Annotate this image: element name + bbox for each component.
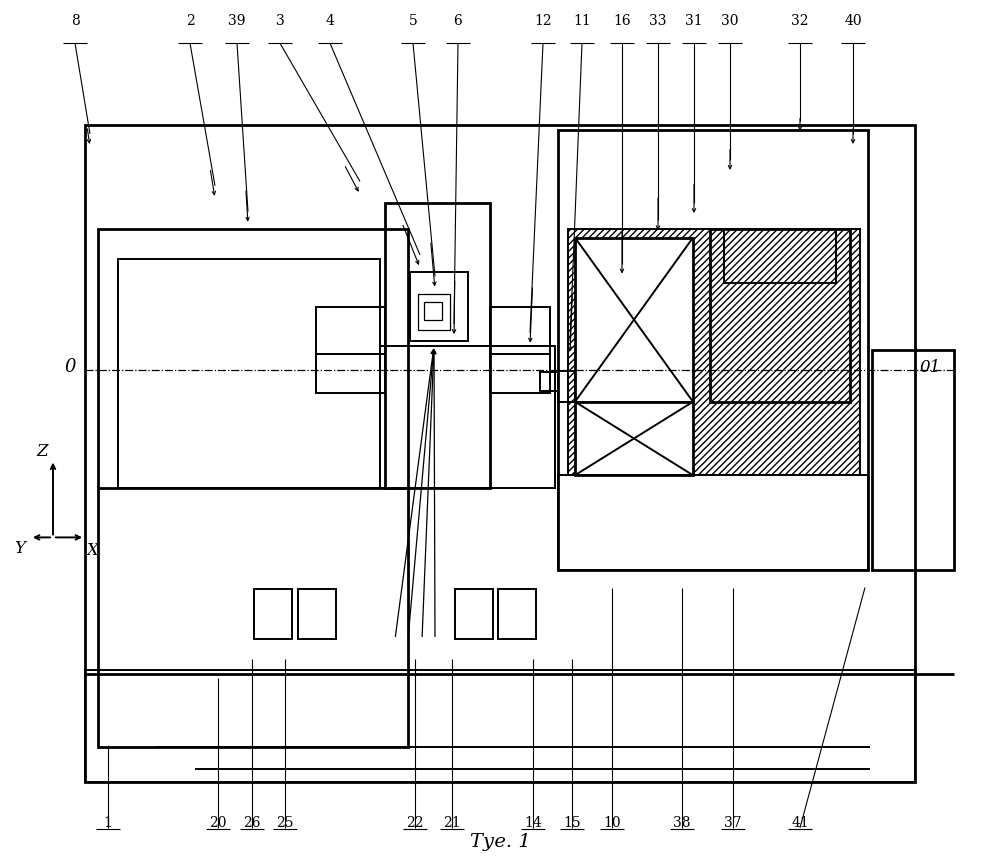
Text: 0: 0 — [64, 359, 76, 376]
Text: 10: 10 — [603, 816, 621, 829]
Text: 37: 37 — [724, 816, 742, 829]
Text: Z: Z — [36, 442, 48, 460]
Text: 22: 22 — [406, 816, 424, 829]
Bar — [316, 354, 385, 393]
Text: 11: 11 — [573, 14, 591, 28]
Text: 6: 6 — [454, 14, 462, 28]
Text: 30: 30 — [721, 14, 739, 28]
Text: Y: Y — [14, 540, 26, 557]
Text: 40: 40 — [844, 14, 862, 28]
Bar — [254, 589, 292, 639]
Text: 38: 38 — [673, 816, 691, 829]
Text: 3: 3 — [276, 14, 284, 28]
Text: 2: 2 — [186, 14, 194, 28]
Bar — [98, 229, 408, 747]
Text: 25: 25 — [276, 816, 294, 829]
Bar — [872, 350, 954, 570]
Bar — [316, 307, 385, 354]
Bar — [724, 229, 836, 283]
Bar — [540, 372, 558, 391]
Text: 32: 32 — [791, 14, 809, 28]
Bar — [568, 229, 860, 475]
Text: Τуе. 1: Τуе. 1 — [470, 833, 530, 851]
Text: 15: 15 — [563, 816, 581, 829]
Text: 16: 16 — [613, 14, 631, 28]
Bar — [558, 130, 868, 570]
Text: 33: 33 — [649, 14, 667, 28]
Bar — [118, 259, 380, 488]
Text: 26: 26 — [243, 816, 261, 829]
Text: 14: 14 — [524, 816, 542, 829]
Text: 21: 21 — [443, 816, 461, 829]
Bar — [710, 229, 850, 402]
Bar — [575, 402, 693, 475]
Bar — [424, 302, 442, 320]
Text: 01: 01 — [919, 359, 941, 376]
Text: 5: 5 — [409, 14, 417, 28]
Bar — [298, 589, 336, 639]
Bar — [455, 589, 493, 639]
Bar — [490, 307, 550, 354]
Text: 8: 8 — [71, 14, 79, 28]
Bar — [490, 354, 550, 393]
Bar — [85, 125, 915, 782]
Text: 20: 20 — [209, 816, 227, 829]
Text: 12: 12 — [534, 14, 552, 28]
Bar — [380, 346, 555, 488]
Text: 39: 39 — [228, 14, 246, 28]
Text: 31: 31 — [685, 14, 703, 28]
Bar — [385, 203, 490, 488]
Text: 41: 41 — [791, 816, 809, 829]
Bar — [498, 589, 536, 639]
Bar — [85, 670, 915, 782]
Bar — [575, 238, 693, 402]
Bar — [558, 475, 868, 570]
Bar — [418, 294, 450, 330]
Text: 1: 1 — [104, 816, 112, 829]
Text: X: X — [86, 542, 98, 559]
Text: 4: 4 — [326, 14, 334, 28]
Bar — [558, 371, 575, 402]
Bar — [410, 272, 468, 341]
